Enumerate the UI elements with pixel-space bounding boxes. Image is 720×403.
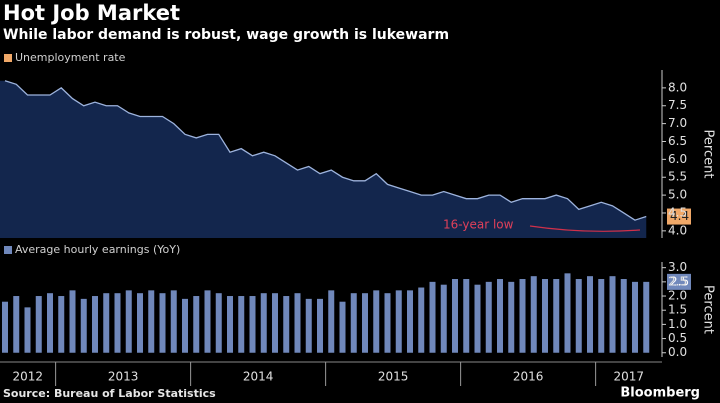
y-tick-label: 0.0 bbox=[668, 345, 687, 359]
bar bbox=[530, 276, 537, 353]
bar bbox=[260, 293, 267, 353]
y-tick-label: 4.0 bbox=[668, 223, 687, 237]
bar bbox=[395, 290, 402, 353]
x-tick-label: 2012 bbox=[13, 370, 44, 384]
y-tick-label: 1.0 bbox=[668, 317, 687, 331]
y-tick-label: 4.5 bbox=[668, 205, 687, 219]
y-tick-label: 1.5 bbox=[668, 303, 687, 317]
annotation: 16-year low bbox=[443, 218, 514, 232]
bar bbox=[182, 298, 188, 353]
bar bbox=[508, 281, 515, 353]
end-label: 4.4 bbox=[670, 209, 689, 223]
bar bbox=[429, 281, 436, 353]
legend-label: Average hourly earnings (YoY) bbox=[15, 243, 180, 256]
y-tick-label: 7.0 bbox=[668, 116, 687, 130]
bar bbox=[463, 279, 470, 353]
area-fill bbox=[0, 80, 647, 238]
end-label-box bbox=[667, 273, 691, 290]
source: Source: Bureau of Labor Statistics bbox=[3, 387, 216, 400]
line bbox=[4, 80, 647, 221]
bar bbox=[249, 296, 256, 353]
brand: Bloomberg bbox=[620, 386, 700, 401]
bar bbox=[204, 290, 211, 353]
bar bbox=[418, 287, 425, 353]
bar bbox=[609, 276, 616, 353]
bar bbox=[485, 281, 492, 353]
bar bbox=[58, 296, 65, 353]
y-tick-label: 6.0 bbox=[668, 152, 687, 166]
chart-subtitle: While labor demand is robust, wage growt… bbox=[3, 27, 449, 43]
bar bbox=[474, 284, 481, 353]
y-tick-label: 5.5 bbox=[668, 170, 687, 184]
bar bbox=[542, 279, 548, 353]
bar bbox=[328, 290, 335, 353]
bar bbox=[452, 279, 458, 353]
legend-label: Unemployment rate bbox=[15, 51, 126, 64]
bar bbox=[2, 301, 8, 353]
bar bbox=[350, 293, 357, 353]
bar bbox=[294, 293, 301, 353]
x-tick-label: 2017 bbox=[614, 370, 645, 384]
bar bbox=[238, 296, 245, 353]
bar bbox=[114, 293, 121, 353]
bar bbox=[69, 290, 76, 353]
bar bbox=[80, 298, 87, 353]
bar bbox=[643, 281, 650, 353]
bar bbox=[564, 273, 571, 353]
bar bbox=[92, 296, 98, 353]
bar bbox=[137, 293, 143, 353]
bar bbox=[587, 276, 593, 353]
y-tick-label: 2.0 bbox=[668, 289, 687, 303]
x-tick-label: 2013 bbox=[108, 370, 139, 384]
x-tick-label: 2015 bbox=[378, 370, 409, 384]
bar bbox=[148, 290, 155, 353]
bar bbox=[227, 296, 233, 353]
bar bbox=[553, 279, 560, 353]
bar bbox=[170, 290, 177, 353]
bar bbox=[13, 296, 20, 353]
bar bbox=[519, 279, 526, 353]
y-tick-label: 8.0 bbox=[668, 80, 687, 94]
bar bbox=[384, 293, 391, 353]
y-axis-label: Percent bbox=[701, 130, 716, 179]
end-label-box bbox=[667, 208, 691, 225]
bar bbox=[632, 281, 638, 353]
bar bbox=[24, 307, 31, 353]
y-tick-label: 7.5 bbox=[668, 98, 687, 112]
y-tick-label: 0.5 bbox=[668, 331, 687, 345]
legend-swatch bbox=[4, 54, 12, 62]
bar bbox=[373, 290, 380, 353]
bar bbox=[620, 279, 627, 353]
end-label: 2.5 bbox=[670, 274, 689, 288]
bar bbox=[497, 279, 503, 353]
bar bbox=[305, 298, 312, 353]
bar bbox=[440, 284, 447, 353]
x-tick-label: 2014 bbox=[243, 370, 274, 384]
chart-title: Hot Job Market bbox=[3, 1, 180, 25]
bar bbox=[35, 296, 42, 353]
bar bbox=[317, 298, 323, 353]
x-tick-label: 2016 bbox=[513, 370, 544, 384]
annotation-curve bbox=[529, 225, 641, 232]
y-tick-label: 6.5 bbox=[668, 134, 687, 148]
bar bbox=[283, 296, 290, 353]
bar bbox=[125, 290, 132, 353]
bar bbox=[193, 296, 200, 353]
bar bbox=[575, 279, 582, 353]
bar bbox=[159, 293, 166, 353]
bar bbox=[47, 293, 53, 353]
y-axis-label: Percent bbox=[701, 285, 716, 334]
y-tick-label: 5.0 bbox=[668, 188, 687, 202]
bar bbox=[215, 293, 222, 353]
y-tick-label: 2.5 bbox=[668, 274, 687, 288]
y-tick-label: 3.0 bbox=[668, 260, 687, 274]
legend-swatch bbox=[4, 246, 12, 254]
bar bbox=[339, 301, 346, 353]
bar bbox=[407, 290, 413, 353]
bar bbox=[598, 279, 605, 353]
bar bbox=[103, 293, 110, 353]
bar bbox=[272, 293, 278, 353]
bar bbox=[362, 293, 368, 353]
